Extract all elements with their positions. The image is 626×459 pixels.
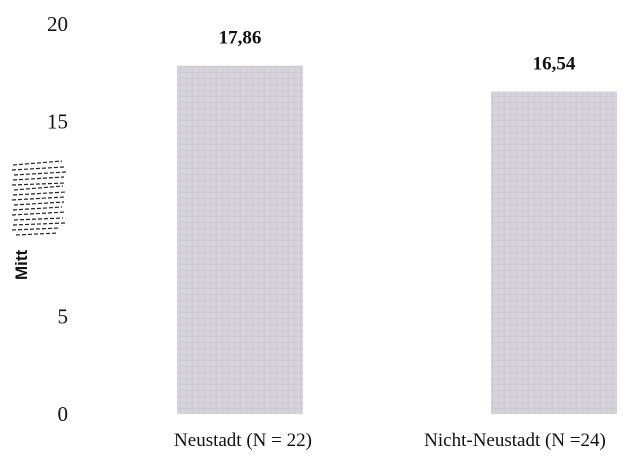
bar-1 bbox=[177, 65, 303, 414]
y-tick-label-5: 5 bbox=[58, 305, 69, 329]
y-axis-label: Mitt bbox=[12, 249, 31, 280]
y-axis-ticks: 0 5 15 20 bbox=[47, 12, 68, 426]
bars-group bbox=[177, 65, 617, 414]
x-axis-labels: Neustadt (N = 22) Nicht-Neustadt (N =24) bbox=[174, 430, 606, 451]
data-labels-group: 17,86 16,54 bbox=[219, 28, 576, 75]
bar-2 bbox=[491, 91, 617, 414]
y-tick-label-0: 0 bbox=[58, 402, 69, 426]
data-label-1: 17,86 bbox=[219, 28, 262, 49]
y-tick-label-20: 20 bbox=[47, 12, 68, 36]
x-category-label-2: Nicht-Neustadt (N =24) bbox=[424, 430, 606, 451]
scribble-lines bbox=[11, 160, 67, 236]
data-label-2: 16,54 bbox=[533, 53, 576, 74]
x-category-label-1: Neustadt (N = 22) bbox=[174, 430, 312, 451]
y-tick-label-15: 15 bbox=[47, 110, 68, 134]
y-axis-label-scribble bbox=[11, 160, 67, 236]
